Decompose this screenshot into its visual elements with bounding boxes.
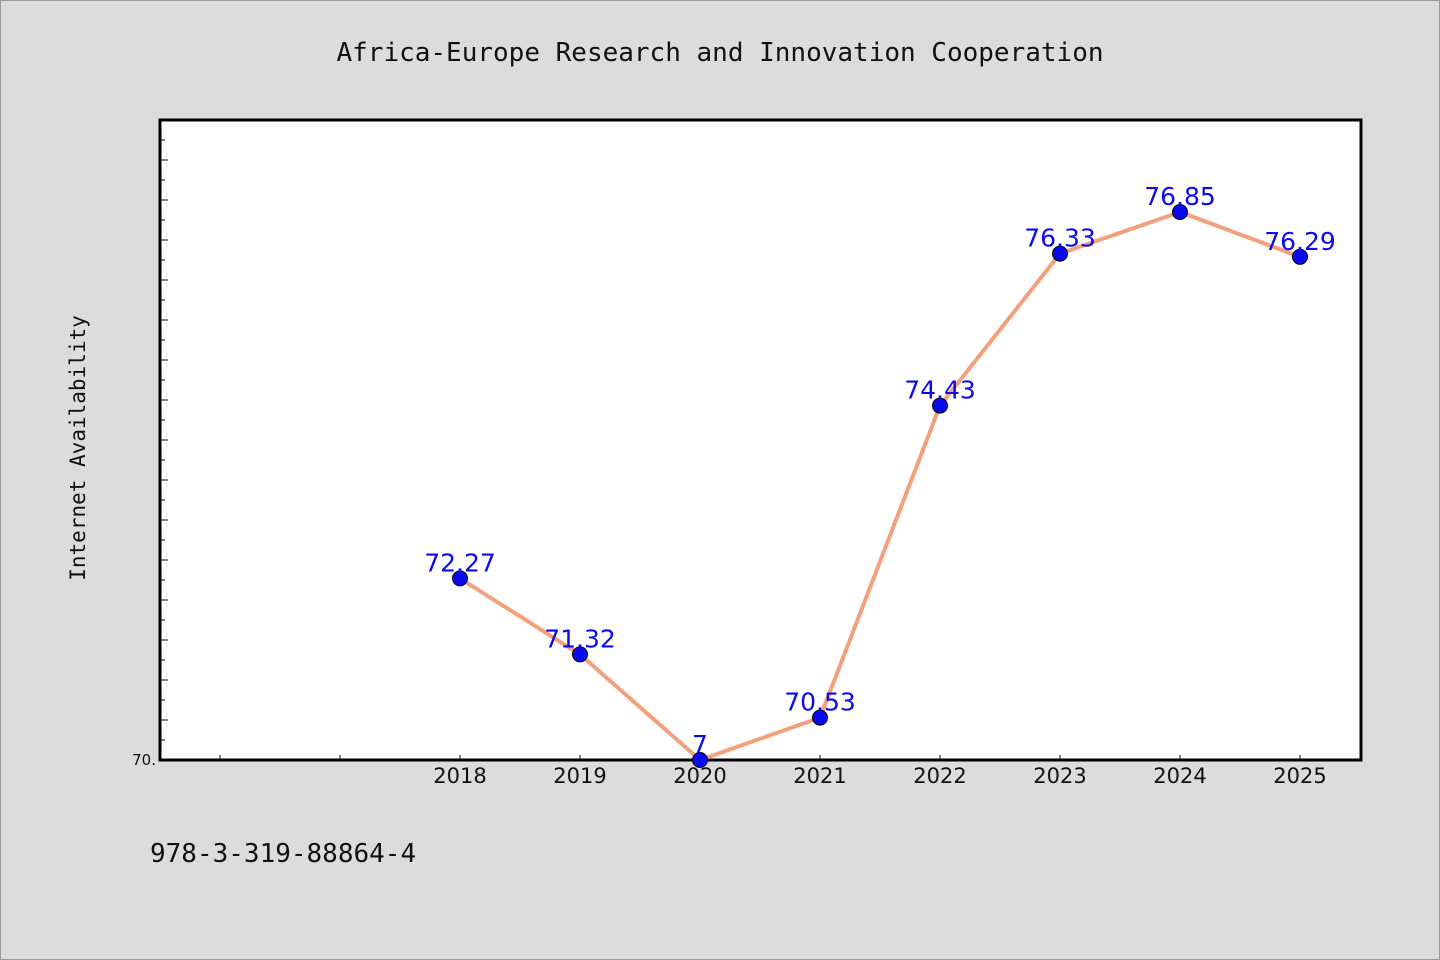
data-label: 74.43 bbox=[904, 376, 976, 405]
x-tick-label: 2018 bbox=[433, 764, 486, 788]
data-label: 7 bbox=[692, 730, 708, 759]
y-axis-label: Internet Availability bbox=[66, 315, 90, 581]
data-point bbox=[1292, 248, 1308, 265]
series-line bbox=[458, 210, 1302, 762]
data-points bbox=[452, 204, 1308, 768]
x-tick-label: 2024 bbox=[1153, 764, 1206, 788]
x-tick-label: 2019 bbox=[553, 764, 606, 788]
x-tick-label: 2022 bbox=[913, 764, 966, 788]
data-point bbox=[1052, 245, 1068, 262]
x-tick-label: 2025 bbox=[1273, 764, 1326, 788]
data-point bbox=[932, 397, 948, 414]
data-label: 76.33 bbox=[1024, 224, 1096, 253]
data-point bbox=[1172, 204, 1188, 220]
data-point bbox=[572, 646, 588, 663]
chart-title: Africa-Europe Research and Innovation Co… bbox=[336, 38, 1103, 68]
y-axis-ticks: 70. bbox=[132, 119, 168, 769]
x-axis-ticks: 2018 2019 2020 2021 2022 2023 2024 2025 bbox=[219, 755, 1327, 788]
footer-isbn: 978-3-319-88864-4 bbox=[150, 839, 416, 869]
data-labels: 72.27 71.32 7 70.53 74.43 76.33 76.85 76.29 bbox=[424, 182, 1336, 759]
x-tick-label: 2023 bbox=[1033, 764, 1086, 788]
plot-area bbox=[158, 118, 1363, 762]
data-label: 76.85 bbox=[1144, 182, 1216, 211]
data-label: 76.29 bbox=[1264, 227, 1336, 256]
data-point bbox=[812, 709, 828, 726]
series-internet-availability bbox=[458, 210, 1302, 762]
data-label: 71.32 bbox=[544, 624, 616, 653]
data-point bbox=[692, 752, 708, 768]
y-tick-label: 70. bbox=[132, 751, 156, 769]
data-point bbox=[452, 570, 468, 587]
data-label: 72.27 bbox=[424, 548, 496, 577]
data-label: 70.53 bbox=[784, 688, 856, 717]
x-tick-label: 2021 bbox=[793, 764, 846, 788]
